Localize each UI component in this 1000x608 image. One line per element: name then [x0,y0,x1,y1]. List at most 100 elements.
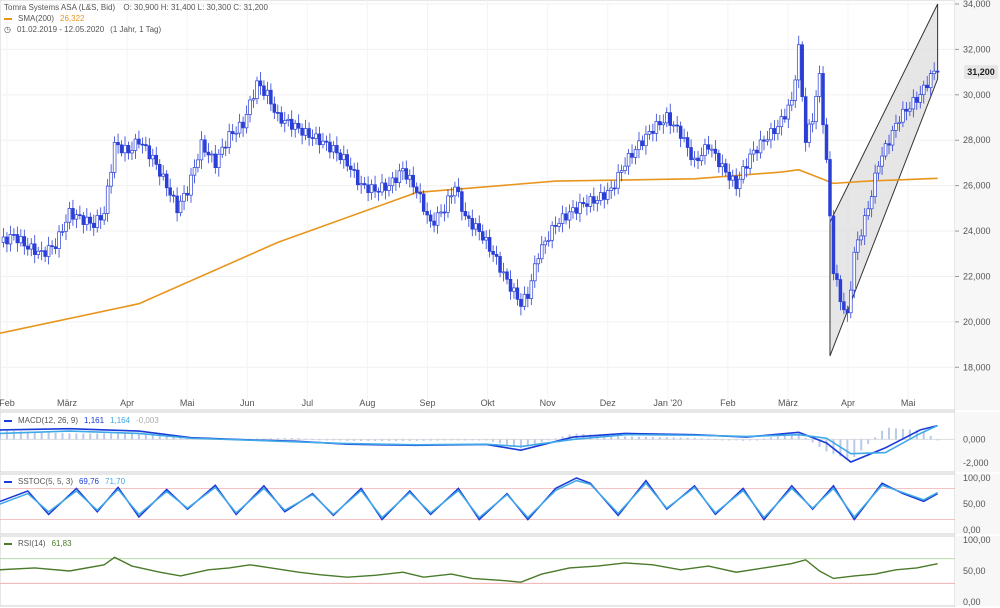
candle-body [831,215,836,274]
candle-body [102,213,106,221]
candle-body [793,79,798,101]
candle-body [390,177,395,187]
panel-3 [0,535,956,607]
candle-body [762,139,766,142]
candle-body [140,143,145,146]
macd-hist-bar [797,433,800,440]
axis-bg-1 [955,412,1000,472]
candle-body [244,114,249,129]
panel-1 [0,411,956,473]
candle-body [373,184,377,192]
macd-hist-bar [499,439,502,444]
candle-body [348,165,353,170]
candle-body [262,85,266,96]
candle-body [928,73,933,89]
candle-body [824,124,829,160]
candle-body [647,131,652,135]
macd-hist-bar [679,437,682,440]
macd-hist-bar [686,437,689,440]
candle-body [515,287,520,300]
candle-body [78,214,82,217]
macd-hist-bar [519,439,522,449]
candle-body [453,186,457,197]
x-tick-label: Jul [302,398,314,408]
macd-hist-bar [707,438,710,440]
candle-body [734,175,738,190]
candle-body [609,187,613,191]
candle-body [883,143,888,157]
macd-hist-bar [158,435,161,440]
macd-hist-bar [506,439,509,446]
candle-body [585,203,589,207]
candle-body [272,103,277,113]
macd-hist-bar [700,438,703,440]
macd-hist-bar [443,439,446,441]
candle-body [901,108,905,123]
range-legend: ◷ 01.02.2019 - 12.05.2020 (1 Jahr, 1 Tag) [4,25,167,34]
candle-body [890,130,895,146]
candle-body [498,256,502,273]
candle-body [769,128,773,141]
candle-body [866,208,870,217]
candle-body [477,223,481,232]
candle-body [682,137,686,139]
macd-hist-bar [124,433,127,440]
candle-body [355,169,360,186]
candle-body [692,157,697,161]
candle-body [578,202,582,214]
y-tick-label: 32,000 [963,44,991,54]
candle-body [494,254,499,257]
x-tick-label: Feb [0,398,15,408]
macd-hist-bar [325,439,328,441]
candle-body [5,236,9,245]
candle-body [126,145,131,154]
macd-hist-bar [179,437,182,440]
candle-body [12,234,16,236]
x-tick-label: März [57,398,77,408]
macd-hist-bar [394,439,397,441]
stoch-legend: SSTOC(5, 5, 3) 69,76 71,70 [4,477,131,486]
candle-body [286,118,290,121]
candle-body [32,243,37,255]
candle-body [279,112,284,124]
panel-0 [0,0,956,411]
stoch-tick-label: 100,00 [963,473,991,483]
candle-body [856,239,860,253]
macd-hist-bar [637,436,640,440]
candle-body [112,142,117,173]
macd-hist-bar [304,438,307,440]
candle-body [248,99,252,115]
macd-hist-bar [721,439,724,441]
y-tick-label: 34,000 [963,0,991,9]
macd-hist-bar [756,439,759,441]
candle-body [81,215,86,225]
sma-value: 26,322 [60,14,85,23]
candle-body [147,145,152,160]
macd-tick-label: 0,000 [963,434,986,444]
candle-body [724,163,728,173]
macd-signal-line [0,424,938,455]
candle-body [911,97,916,110]
candle-body [592,196,596,204]
candle-body [658,121,662,126]
candle-body [133,138,138,151]
macd-hist-bar [665,437,668,440]
candle-body [157,164,162,177]
x-tick-label: März [778,398,798,408]
candle-body [765,139,770,142]
candle-body [668,112,672,126]
macd-hist-bar [54,432,57,440]
macd-hist-bar [742,439,745,441]
macd-hist-bar [728,439,731,441]
macd-hist-bar [311,438,314,440]
sma-legend: SMA(200) 26,322 [4,14,90,23]
candle-body [512,287,516,292]
candle-body [480,231,485,241]
candle-body [616,172,620,189]
macd-hist-bar [144,434,147,440]
macd-hist-bar [353,439,356,441]
macd-v3: -0,003 [136,416,159,425]
candle-body [116,142,120,146]
candle-body [904,108,909,112]
